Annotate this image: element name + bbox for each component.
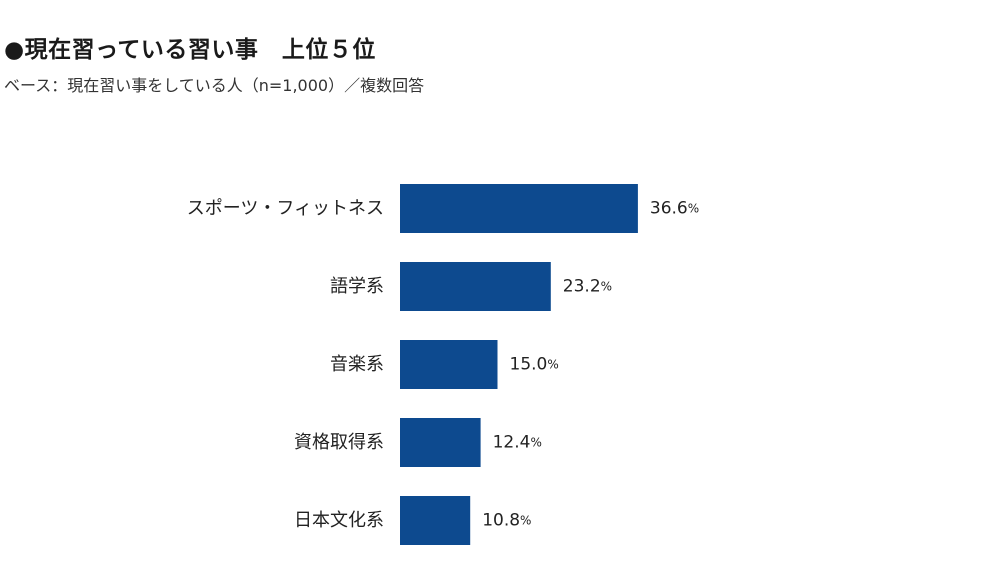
- value-label: 15.0%: [510, 355, 559, 375]
- bar: [400, 262, 551, 311]
- chart-subtitle: ベース：現在習い事をしている人（n=1,000）／複数回答: [4, 76, 425, 95]
- category-label: 音楽系: [330, 354, 384, 375]
- value-label: 12.4%: [493, 433, 542, 453]
- category-label: 日本文化系: [294, 510, 384, 531]
- value-label: 23.2%: [563, 277, 612, 297]
- category-label: 語学系: [330, 276, 384, 297]
- bar: [400, 418, 481, 467]
- bar: [400, 340, 498, 389]
- category-label: 資格取得系: [294, 432, 384, 453]
- value-label: 36.6%: [650, 199, 699, 219]
- value-label: 10.8%: [482, 511, 531, 531]
- category-label: スポーツ・フィットネス: [187, 198, 384, 219]
- bar: [400, 184, 638, 233]
- bar: [400, 496, 471, 545]
- chart-title: ●現在習っている習い事 上位５位: [4, 37, 376, 63]
